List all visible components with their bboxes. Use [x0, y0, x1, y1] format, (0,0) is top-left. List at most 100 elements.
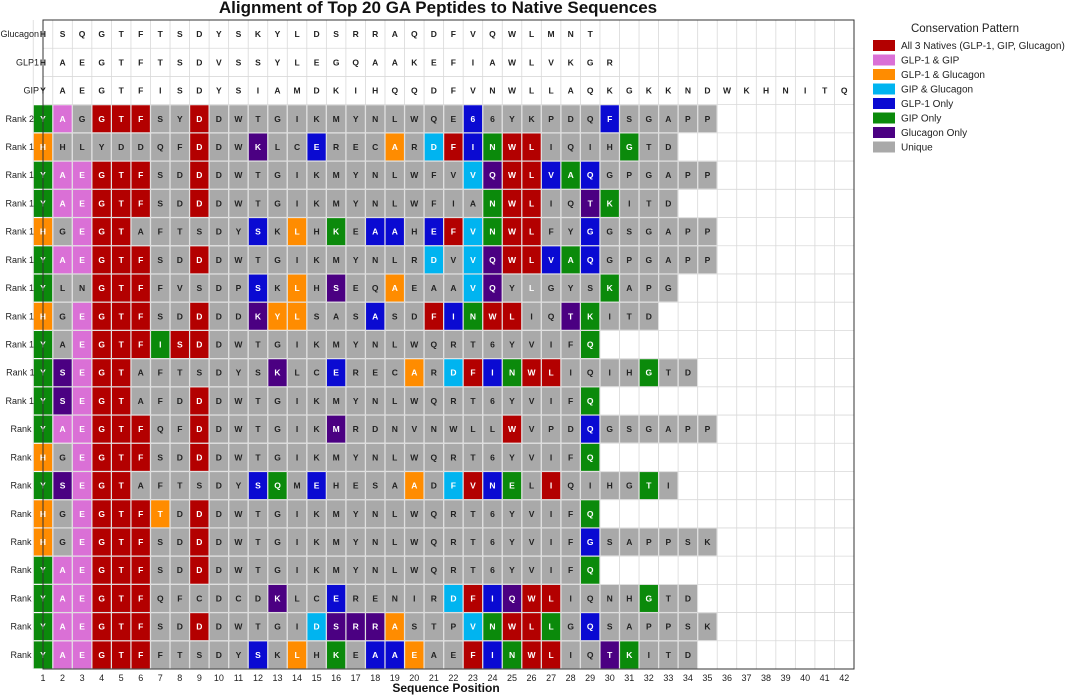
residue-cell	[72, 641, 92, 669]
residue-cell	[600, 472, 619, 500]
residue-cell	[53, 528, 72, 556]
residue-cell	[405, 641, 424, 669]
residue-letter: R	[353, 424, 359, 434]
residue-letter: S	[157, 311, 163, 321]
residue-letter: Q	[587, 593, 594, 603]
residue-cell	[53, 133, 72, 161]
residue-letter: T	[255, 396, 261, 406]
residue-letter: D	[685, 368, 691, 378]
residue-cell	[190, 359, 209, 387]
residue-cell	[72, 556, 92, 584]
residue-cell	[229, 443, 248, 471]
residue-letter: W	[234, 114, 243, 124]
residue-cell	[190, 133, 209, 161]
residue-letter: V	[470, 481, 476, 491]
residue-cell	[170, 218, 189, 246]
residue-letter: Y	[275, 311, 281, 321]
residue-letter: R	[411, 255, 417, 265]
residue-letter: Q	[431, 565, 438, 575]
residue-cell	[170, 528, 189, 556]
residue-letter: S	[157, 452, 163, 462]
residue-letter: W	[508, 142, 517, 152]
residue-cell	[111, 641, 131, 669]
residue-letter: N	[372, 170, 378, 180]
residue-letter: L	[548, 368, 553, 378]
residue-letter: Y	[353, 340, 359, 350]
plot-border	[42, 19, 855, 670]
residue-cell	[268, 302, 287, 330]
residue-cell	[502, 556, 522, 584]
residue-cell	[405, 584, 424, 612]
residue-cell	[72, 302, 92, 330]
residue-letter: R	[353, 368, 359, 378]
x-tick-label: 4	[99, 673, 104, 683]
residue-letter: I	[569, 650, 571, 660]
residue-letter: G	[606, 424, 613, 434]
residue-letter: D	[685, 650, 691, 660]
residue-cell	[659, 613, 678, 641]
residue-letter: D	[450, 368, 456, 378]
residue-letter: A	[431, 283, 437, 293]
residue-letter: E	[79, 622, 85, 632]
residue-letter: Q	[157, 424, 164, 434]
residue-letter: T	[607, 650, 613, 660]
residue-cell	[307, 189, 326, 217]
residue-cell	[131, 133, 150, 161]
residue-cell	[190, 105, 209, 133]
row-label: Rank 9	[10, 424, 39, 434]
residue-cell	[483, 500, 502, 528]
residue-letter: D	[196, 255, 202, 265]
residue-letter: P	[685, 114, 691, 124]
residue-cell	[581, 133, 600, 161]
residue-cell	[366, 500, 385, 528]
residue-letter: I	[550, 509, 552, 519]
x-tick-label: 35	[702, 673, 712, 683]
residue-cell	[131, 274, 150, 302]
residue-cell	[424, 472, 444, 500]
residue-letter: L	[294, 311, 299, 321]
residue-cell	[326, 613, 346, 641]
residue-letter: G	[98, 368, 105, 378]
residue-cell	[366, 218, 385, 246]
residue-letter: A	[665, 255, 671, 265]
residue-cell	[424, 528, 444, 556]
residue-cell	[581, 443, 600, 471]
residue-letter: N	[489, 481, 495, 491]
residue-letter: M	[333, 114, 340, 124]
x-tick-label: 16	[331, 673, 341, 683]
residue-letter: D	[431, 86, 437, 96]
residue-cell	[541, 443, 561, 471]
residue-cell	[561, 613, 580, 641]
residue-cell	[209, 528, 229, 556]
residue-cell	[209, 472, 229, 500]
residue-letter: G	[98, 170, 105, 180]
residue-letter: T	[119, 368, 125, 378]
residue-cell	[287, 189, 307, 217]
residue-cell	[639, 189, 658, 217]
residue-cell	[92, 246, 111, 274]
residue-cell	[346, 133, 365, 161]
residue-cell	[307, 302, 326, 330]
residue-cell	[151, 302, 170, 330]
residue-cell	[111, 500, 131, 528]
residue-cell	[190, 246, 209, 274]
residue-letter: D	[431, 29, 437, 39]
residue-cell	[287, 443, 307, 471]
residue-letter: W	[410, 340, 419, 350]
residue-letter: M	[333, 340, 340, 350]
residue-cell	[326, 387, 346, 415]
residue-letter: K	[255, 311, 262, 321]
residue-cell	[170, 472, 189, 500]
residue-letter: I	[530, 311, 532, 321]
residue-cell	[268, 415, 287, 443]
residue-letter: R	[450, 509, 456, 519]
residue-cell	[639, 613, 658, 641]
residue-cell	[444, 556, 463, 584]
x-tick-label: 24	[487, 673, 497, 683]
residue-cell	[424, 641, 444, 669]
residue-cell	[229, 330, 248, 359]
residue-cell	[72, 133, 92, 161]
residue-letter: W	[508, 255, 517, 265]
residue-letter: E	[79, 537, 85, 547]
residue-letter: K	[665, 86, 672, 96]
